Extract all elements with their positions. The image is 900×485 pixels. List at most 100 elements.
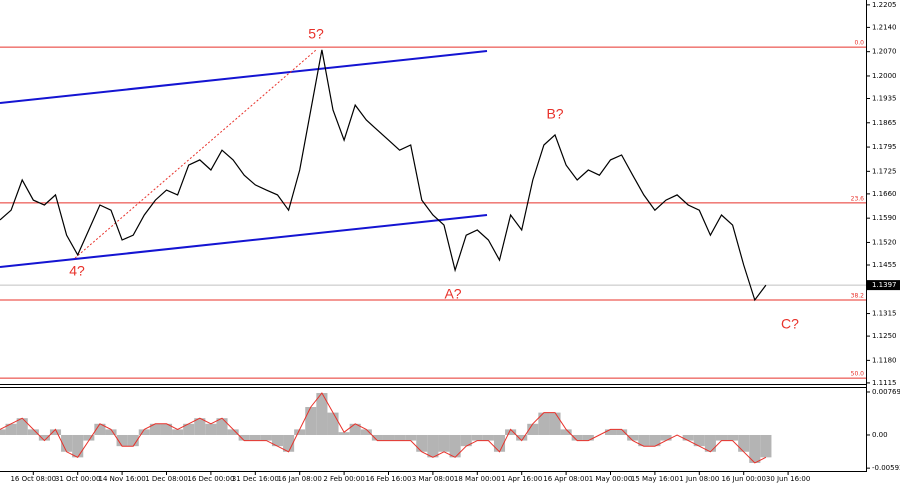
x-tick-label: 2 Feb 00:00 <box>323 475 364 483</box>
y-tick-label: 1.1795 <box>872 143 897 151</box>
y-tick-label: 1.1660 <box>872 190 897 198</box>
y-tick-label: 1.1315 <box>872 310 897 318</box>
osc-bar <box>238 434 250 441</box>
osc-signal <box>0 392 767 464</box>
y-tick-label: 1.1725 <box>872 167 897 175</box>
y-tick-label: 1.1865 <box>872 119 897 127</box>
osc-bar <box>205 423 217 435</box>
osc-bar <box>382 434 395 441</box>
osc-bar <box>627 434 639 441</box>
osc-bar <box>38 434 50 441</box>
osc-bar <box>127 434 139 447</box>
x-tick-label: 1 Jun 08:00 <box>679 475 719 483</box>
y-tick-label: 1.2140 <box>872 23 897 31</box>
fib-label: 38.2 <box>851 293 865 300</box>
osc-bar <box>194 418 206 435</box>
osc-bar <box>460 434 472 447</box>
osc-bar <box>49 429 62 435</box>
x-tick-label: 16 Dec 00:00 <box>187 475 234 483</box>
osc-bar <box>227 429 239 435</box>
last-price-label: 1.1397 <box>872 281 897 289</box>
osc-bar <box>16 418 28 435</box>
y-tick-label: 0.00769 <box>872 388 900 396</box>
osc-bar <box>94 423 106 435</box>
y-tick-label: 1.1455 <box>872 261 897 269</box>
osc-bar <box>560 429 572 435</box>
price-line <box>0 49 767 302</box>
wave-line <box>74 49 317 259</box>
osc-bar <box>338 432 350 435</box>
osc-bar <box>61 434 73 452</box>
x-tick-label: 1 Apr 16:00 <box>501 475 542 483</box>
osc-bar <box>72 434 84 458</box>
y-tick-label: 1.1250 <box>872 332 897 340</box>
fib-label: 50.0 <box>851 371 865 378</box>
osc-bar <box>760 434 772 458</box>
osc-bar <box>138 429 150 435</box>
wave-label: 4? <box>69 263 85 279</box>
osc-bar <box>715 434 728 441</box>
y-tick-label: 1.1590 <box>872 214 897 222</box>
y-tick-label: 1.2000 <box>872 72 897 80</box>
osc-bar <box>582 434 594 441</box>
osc-bar <box>116 434 128 447</box>
x-tick-label: 1 Dec 08:00 <box>145 475 188 483</box>
osc-bar <box>394 434 406 441</box>
x-tick-label: 16 Apr 08:00 <box>543 475 589 483</box>
x-tick-label: 31 Dec 16:00 <box>232 475 279 483</box>
osc-bar <box>493 434 506 452</box>
osc-bar <box>316 393 328 435</box>
x-tick-label: 15 May 16:00 <box>631 475 679 483</box>
osc-bar <box>83 434 95 441</box>
osc-bar <box>0 429 6 435</box>
osc-bar <box>172 429 184 435</box>
osc-bar <box>649 434 661 447</box>
osc-bar <box>538 412 550 435</box>
osc-bar <box>749 434 761 463</box>
x-tick-label: 30 Jun 16:00 <box>766 475 810 483</box>
osc-bar <box>294 429 306 435</box>
osc-bar <box>604 429 617 435</box>
osc-bar <box>527 423 539 435</box>
osc-bar <box>371 434 383 441</box>
osc-bar <box>660 434 672 441</box>
osc-bar <box>349 423 361 435</box>
osc-bar <box>183 423 195 435</box>
y-tick-label: 1.1180 <box>872 356 897 364</box>
osc-bar <box>704 434 716 452</box>
osc-bar <box>271 434 284 447</box>
osc-bar <box>149 423 161 435</box>
trend-line <box>0 50 488 104</box>
osc-bar <box>105 429 117 435</box>
wave-label: C? <box>781 316 799 332</box>
wave-label: 5? <box>308 26 324 42</box>
x-tick-label: 16 Oct 08:00 <box>10 475 56 483</box>
osc-bar <box>471 434 483 441</box>
osc-bar <box>516 434 528 441</box>
y-tick-label: 1.2205 <box>872 1 897 9</box>
osc-bar <box>693 434 705 447</box>
last-price-box <box>867 280 900 291</box>
osc-bar <box>283 434 295 452</box>
osc-bar <box>571 434 583 441</box>
osc-bar <box>160 423 173 435</box>
y-tick-label: 1.1115 <box>872 379 897 387</box>
x-tick-label: 16 Jun 00:00 <box>721 475 765 483</box>
osc-bar <box>549 412 561 435</box>
x-tick-label: 1 May 00:00 <box>589 475 633 483</box>
y-tick-label: -0.00593 <box>872 464 900 472</box>
wave-label: A? <box>444 286 461 302</box>
osc-bar <box>360 429 372 435</box>
osc-bar <box>505 429 517 435</box>
osc-bar <box>249 434 261 441</box>
osc-bar <box>305 407 317 435</box>
osc-bar <box>638 434 650 447</box>
x-tick-label: 31 Oct 00:00 <box>55 475 101 483</box>
y-tick-label: 1.1935 <box>872 95 897 103</box>
trend-line <box>0 214 488 268</box>
fib-label: 0.0 <box>854 40 864 47</box>
osc-bar <box>27 429 39 435</box>
